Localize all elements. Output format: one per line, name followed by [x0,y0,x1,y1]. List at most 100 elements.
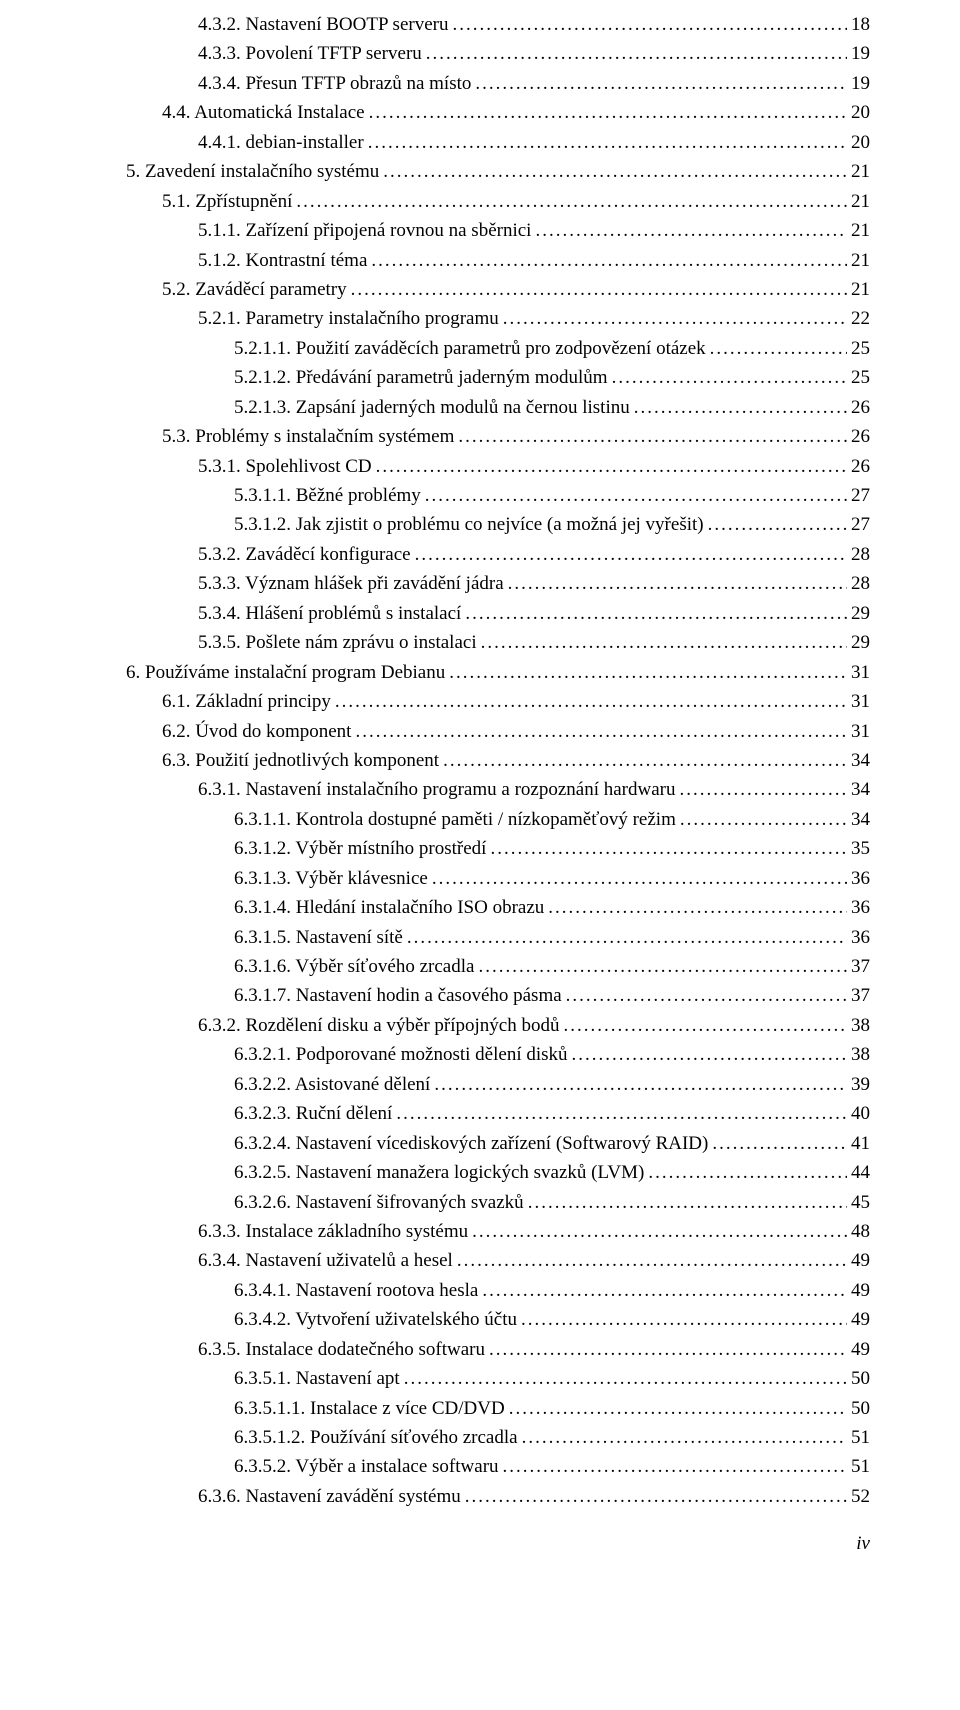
toc-page-number: 21 [851,216,870,245]
toc-entry: 6.3.5.2. Výběr a instalace softwaru51 [90,1452,870,1481]
toc-label: 6.3.5.2. Výběr a instalace softwaru [234,1452,499,1481]
toc-page-number: 27 [851,481,870,510]
toc-entry: 6.3. Použití jednotlivých komponent34 [90,746,870,775]
toc-leader-dots [347,275,851,304]
toc-page-number: 20 [851,128,870,157]
toc-label: 5.3. Problémy s instalačním systémem [162,422,454,451]
toc-page-number: 34 [851,805,870,834]
toc-page-number: 18 [851,10,870,39]
toc-label: 6.1. Základní principy [162,687,331,716]
toc-entry: 6.3.5.1.1. Instalace z více CD/DVD 50 [90,1394,870,1423]
toc-page-number: 31 [851,658,870,687]
toc-leader-dots [403,923,851,952]
toc-entry: 4.4.1. debian-installer20 [90,128,870,157]
toc-page-number: 31 [851,687,870,716]
toc-label: 5.1.1. Zařízení připojená rovnou na sběr… [198,216,531,245]
toc-entry: 5.3.1.2. Jak zjistit o problému co nejví… [90,510,870,539]
page-footer: iv [90,1529,870,1558]
toc-leader-dots [461,599,851,628]
toc-label: 6.3.5.1. Nastavení apt [234,1364,400,1393]
toc-leader-dots [392,1099,851,1128]
toc-label: 6.3.2. Rozdělení disku a výběr přípojnýc… [198,1011,559,1040]
toc-leader-dots [518,1423,851,1452]
toc-entry: 5. Zavedení instalačního systému21 [90,157,870,186]
toc-page-number: 35 [851,834,870,863]
toc-label: 6.3.4.1. Nastavení rootova hesla [234,1276,478,1305]
toc-entry: 6. Používáme instalační program Debianu 3… [90,658,870,687]
toc-leader-dots [485,1335,851,1364]
toc-entry: 5.3. Problémy s instalačním systémem26 [90,422,870,451]
toc-label: 6.3. Použití jednotlivých komponent [162,746,439,775]
toc-label: 6.3.4. Nastavení uživatelů a hesel [198,1246,453,1275]
toc-page-number: 28 [851,540,870,569]
toc-label: 6.3.5.1.1. Instalace z více CD/DVD [234,1394,505,1423]
toc-leader-dots [630,393,851,422]
table-of-contents: 4.3.2. Nastavení BOOTP serveru184.3.3. P… [90,10,870,1511]
toc-entry: 5.2.1.1. Použití zaváděcích parametrů pr… [90,334,870,363]
toc-page-number: 19 [851,39,870,68]
toc-label: 6.3.4.2. Vytvoření uživatelského účtu [234,1305,517,1334]
toc-entry: 6.3.5. Instalace dodatečného softwaru49 [90,1335,870,1364]
toc-page-number: 22 [851,304,870,333]
toc-page-number: 50 [851,1394,870,1423]
toc-page-number: 19 [851,69,870,98]
toc-page-number: 21 [851,187,870,216]
toc-entry: 6.3.2.6. Nastavení šifrovaných svazků45 [90,1188,870,1217]
toc-label: 6.3.2.4. Nastavení vícediskových zařízen… [234,1129,708,1158]
toc-page-number: 21 [851,157,870,186]
toc-page-number: 44 [851,1158,870,1187]
toc-label: 5.2.1.1. Použití zaváděcích parametrů pr… [234,334,706,363]
toc-label: 5.2.1.3. Zapsání jaderných modulů na čer… [234,393,630,422]
toc-leader-dots [331,687,851,716]
toc-entry: 6.3.1.1. Kontrola dostupné paměti / nízk… [90,805,870,834]
toc-entry: 6.3.1. Nastavení instalačního programu a… [90,775,870,804]
toc-leader-dots [351,717,851,746]
toc-page-number: 26 [851,452,870,481]
toc-leader-dots [468,1217,851,1246]
toc-leader-dots [704,510,851,539]
toc-leader-dots [364,128,851,157]
toc-leader-dots [445,658,851,687]
toc-label: 6. Používáme instalační program Debianu [126,658,445,687]
toc-page-number: 20 [851,98,870,127]
toc-label: 6.2. Úvod do komponent [162,717,351,746]
toc-label: 6.3.1.7. Nastavení hodin a časového pásm… [234,981,562,1010]
toc-entry: 4.3.3. Povolení TFTP serveru19 [90,39,870,68]
toc-entry: 6.3.6. Nastavení zavádění systému52 [90,1482,870,1511]
toc-leader-dots [292,187,851,216]
toc-entry: 6.3.4.2. Vytvoření uživatelského účtu49 [90,1305,870,1334]
toc-page-number: 21 [851,275,870,304]
toc-entry: 5.2.1. Parametry instalačního programu22 [90,304,870,333]
toc-entry: 5.3.5. Pošlete nám zprávu o instalaci 29 [90,628,870,657]
toc-label: 5.1. Zpřístupnění [162,187,292,216]
toc-label: 6.3.2.5. Nastavení manažera logických sv… [234,1158,644,1187]
toc-page-number: 26 [851,393,870,422]
toc-entry: 6.3.3. Instalace základního systému 48 [90,1217,870,1246]
toc-label: 5.3.1. Spolehlivost CD [198,452,372,481]
toc-leader-dots [422,39,851,68]
toc-entry: 5.2. Zaváděcí parametry21 [90,275,870,304]
toc-entry: 6.3.1.3. Výběr klávesnice36 [90,864,870,893]
toc-leader-dots [486,834,851,863]
toc-page-number: 49 [851,1246,870,1275]
toc-leader-dots [499,304,851,333]
toc-label: 6.3.2.1. Podporované možnosti dělení dis… [234,1040,568,1069]
toc-page-number: 29 [851,628,870,657]
toc-entry: 6.3.2.1. Podporované možnosti dělení dis… [90,1040,870,1069]
toc-entry: 5.3.2. Zaváděcí konfigurace28 [90,540,870,569]
toc-entry: 6.3.4.1. Nastavení rootova hesla49 [90,1276,870,1305]
toc-entry: 6.3.2. Rozdělení disku a výběr přípojnýc… [90,1011,870,1040]
toc-page-number: 34 [851,775,870,804]
toc-label: 6.3.3. Instalace základního systému [198,1217,468,1246]
toc-page-number: 48 [851,1217,870,1246]
toc-entry: 5.3.1. Spolehlivost CD 26 [90,452,870,481]
toc-leader-dots [411,540,851,569]
toc-label: 6.3.1. Nastavení instalačního programu a… [198,775,675,804]
toc-page-number: 29 [851,599,870,628]
toc-label: 5.2.1.2. Předávání parametrů jaderným mo… [234,363,608,392]
toc-entry: 6.3.4. Nastavení uživatelů a hesel 49 [90,1246,870,1275]
toc-entry: 6.3.1.4. Hledání instalačního ISO obrazu… [90,893,870,922]
toc-label: 5.3.5. Pošlete nám zprávu o instalaci [198,628,477,657]
toc-entry: 4.3.4. Přesun TFTP obrazů na místo19 [90,69,870,98]
toc-leader-dots [365,98,851,127]
